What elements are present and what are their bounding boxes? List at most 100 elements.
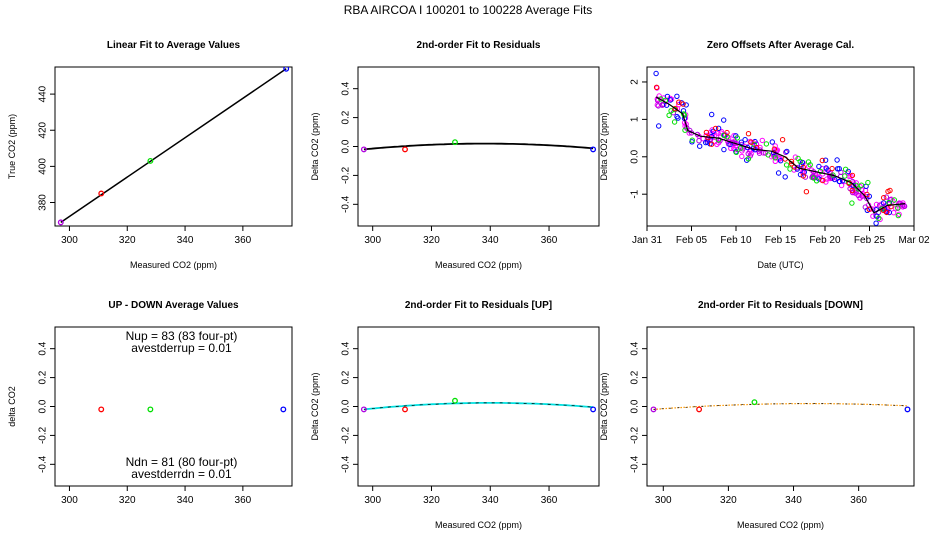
series-point bbox=[745, 131, 752, 137]
series-point bbox=[721, 132, 727, 139]
plot-area bbox=[360, 397, 597, 413]
series-point bbox=[667, 97, 674, 103]
y-tick-label: 0.0 bbox=[630, 399, 641, 413]
series-point bbox=[817, 168, 824, 175]
plot-area bbox=[653, 70, 908, 226]
series-point bbox=[655, 103, 661, 109]
y-axis-label: Delta CO2 (ppm) bbox=[599, 112, 609, 180]
annotation-avestderrup: avestderrup = 0.01 bbox=[131, 341, 232, 355]
fit-curve-overlay bbox=[363, 402, 594, 410]
series-point bbox=[832, 176, 838, 183]
x-tick-label: Feb 15 bbox=[765, 235, 797, 246]
annotation-ndn: Ndn = 81 (80 four-pt) bbox=[126, 455, 238, 469]
y-tick-label: 0.4 bbox=[341, 81, 352, 95]
series-point bbox=[881, 195, 887, 201]
series-point bbox=[715, 125, 722, 132]
series-point bbox=[782, 174, 788, 180]
annotation-avestderrdn: avestderrdn = 0.01 bbox=[131, 467, 232, 481]
series-point bbox=[739, 153, 745, 160]
series-point bbox=[891, 197, 898, 203]
plot-frame bbox=[646, 66, 915, 227]
x-tick-label: 340 bbox=[177, 235, 194, 246]
y-tick-label: -0.2 bbox=[341, 426, 352, 444]
y-tick-label: 0.0 bbox=[630, 149, 641, 163]
series-point bbox=[876, 215, 882, 221]
series-point bbox=[653, 84, 660, 91]
x-axis-label: Measured CO2 (ppm) bbox=[435, 520, 522, 530]
series-point bbox=[834, 166, 841, 172]
series-point bbox=[888, 203, 894, 210]
series-point bbox=[883, 209, 890, 216]
series-point bbox=[849, 172, 856, 179]
trend-line bbox=[655, 96, 906, 214]
series-point bbox=[880, 200, 887, 206]
series-point bbox=[834, 157, 840, 163]
series-point bbox=[883, 194, 890, 200]
x-tick-label: 320 bbox=[119, 495, 136, 506]
data-point bbox=[590, 406, 597, 413]
plot-area bbox=[360, 139, 597, 153]
y-tick-label: 0.2 bbox=[630, 370, 641, 384]
series-point bbox=[877, 216, 883, 223]
series-point bbox=[777, 155, 783, 162]
series-point bbox=[810, 175, 817, 181]
y-tick-label: 0.0 bbox=[341, 399, 352, 413]
series-point bbox=[775, 170, 782, 176]
y-tick-label: 0.2 bbox=[341, 110, 352, 124]
panel-p2: 2nd-order Fit to Residuals 300 320 340 360 -0… bbox=[310, 40, 600, 270]
y-tick-label: 1 bbox=[630, 116, 641, 122]
series-point bbox=[742, 137, 748, 143]
series-point bbox=[823, 179, 829, 185]
series-point bbox=[689, 137, 695, 143]
series-point bbox=[712, 125, 719, 132]
x-tick-label: Feb 05 bbox=[676, 235, 708, 246]
panel-title: Linear Fit to Average Values bbox=[107, 40, 241, 51]
x-axis-label: Measured CO2 (ppm) bbox=[130, 260, 217, 270]
plot-frame bbox=[54, 66, 293, 227]
plot-area bbox=[57, 67, 290, 226]
data-point bbox=[283, 67, 290, 72]
series-point bbox=[759, 137, 765, 144]
data-point bbox=[57, 219, 64, 226]
series-point bbox=[668, 96, 675, 102]
x-tick-label: 360 bbox=[541, 495, 558, 506]
series-point bbox=[784, 148, 790, 155]
plot-area bbox=[98, 406, 287, 413]
series-point bbox=[900, 202, 906, 208]
series-point bbox=[807, 162, 813, 168]
series-point bbox=[756, 150, 763, 156]
data-point bbox=[650, 406, 657, 413]
x-tick-label: Feb 10 bbox=[720, 235, 752, 246]
x-tick-label: 300 bbox=[655, 495, 672, 506]
y-tick-label: -0.4 bbox=[630, 455, 641, 473]
x-tick-label: 340 bbox=[482, 495, 499, 506]
panel-title: UP - DOWN Average Values bbox=[108, 300, 239, 311]
series-point bbox=[842, 166, 849, 173]
series-point bbox=[850, 182, 856, 189]
series-point bbox=[683, 102, 689, 108]
y-tick-label: -1 bbox=[630, 189, 641, 198]
series-point bbox=[678, 100, 685, 106]
series-point bbox=[800, 173, 806, 179]
x-tick-label: 300 bbox=[61, 235, 78, 246]
panel-title: Zero Offsets After Average Cal. bbox=[707, 40, 854, 51]
plot-area bbox=[650, 399, 911, 413]
series-point bbox=[737, 145, 744, 151]
fit-line bbox=[60, 68, 287, 224]
series-point bbox=[783, 149, 789, 156]
series-point bbox=[792, 154, 799, 160]
y-tick-label: -0.2 bbox=[630, 426, 641, 444]
x-tick-label: 300 bbox=[61, 495, 78, 506]
x-tick-label: 360 bbox=[235, 495, 252, 506]
data-point bbox=[751, 399, 758, 406]
series-point bbox=[718, 128, 725, 135]
panel-title: 2nd-order Fit to Residuals [DOWN] bbox=[698, 300, 863, 311]
series-point bbox=[671, 119, 678, 125]
series-point bbox=[724, 129, 730, 136]
series-point bbox=[819, 157, 825, 164]
x-axis-label: Measured CO2 (ppm) bbox=[737, 520, 824, 530]
series-point bbox=[772, 143, 778, 149]
x-tick-label: Mar 02 bbox=[898, 235, 930, 246]
y-axis-label: delta CO2 bbox=[7, 386, 17, 427]
